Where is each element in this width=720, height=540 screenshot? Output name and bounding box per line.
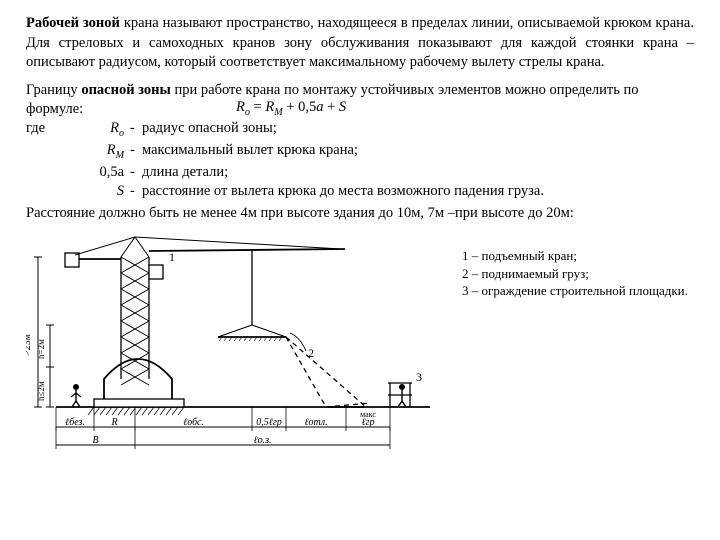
distance-note: Расстояние должно быть не менее 4м при в…: [26, 204, 694, 224]
working-zone-term: Рабочей зоной: [26, 15, 120, 31]
legend-item-3: 3 – ограждение строительной площадки.: [462, 282, 688, 300]
legend-item-2: 2 – поднимаемый груз;: [462, 265, 688, 283]
definitions-block: где Ro - радиус опасной зоны; RM - макси…: [26, 119, 694, 201]
paragraph-working-zone: Рабочей зоной крана называют пространств…: [26, 14, 694, 73]
svg-text:ℓотл.: ℓотл.: [304, 417, 327, 428]
svg-text:R: R: [110, 417, 117, 428]
svg-text:>23м: >23м: [26, 334, 33, 357]
crane-diagram: >23мh=2мh≤2м123ℓбез.Rℓобс.0,5ℓгрℓотл.мак…: [26, 229, 436, 459]
diagram-legend: 1 – подъемный кран; 2 – поднимаемый груз…: [462, 247, 688, 300]
defs-where: где: [26, 119, 56, 139]
paragraph-danger-zone: Границу опасной зоны при работе крана по…: [26, 81, 696, 120]
danger-zone-term: опасной зоны: [81, 82, 171, 98]
svg-text:h≤2м: h≤2м: [36, 381, 46, 401]
working-zone-body: крана называют пространство, находящееся…: [26, 15, 694, 70]
svg-text:ℓбез.: ℓбез.: [65, 417, 85, 428]
legend-item-1: 1 – подъемный кран;: [462, 247, 688, 265]
svg-text:ℓобс.: ℓобс.: [183, 417, 204, 428]
svg-text:ℓгр: ℓгр: [361, 417, 374, 428]
svg-text:1: 1: [169, 250, 175, 264]
svg-text:B: B: [92, 435, 98, 446]
svg-text:0,5ℓгр: 0,5ℓгр: [256, 417, 282, 428]
svg-text:3: 3: [416, 370, 422, 384]
svg-text:ℓо.з.: ℓо.з.: [253, 435, 271, 446]
svg-text:h=2м: h=2м: [36, 339, 46, 359]
